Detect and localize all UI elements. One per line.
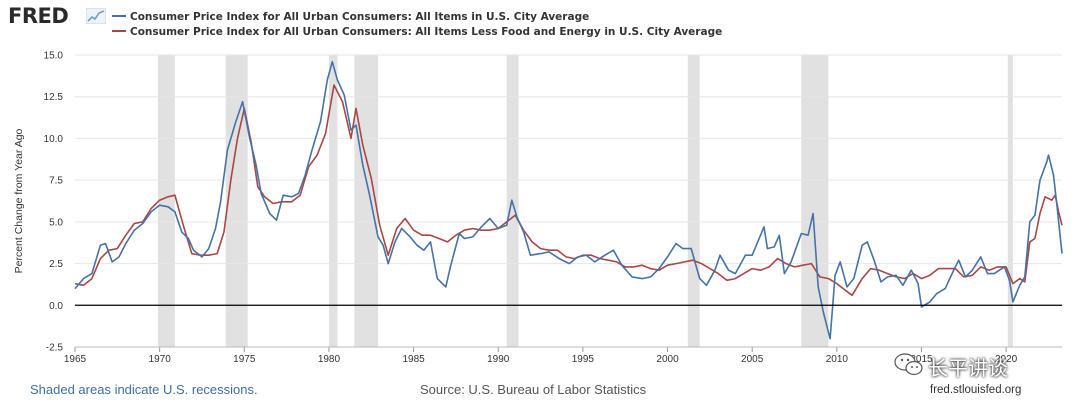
recession-band (801, 55, 829, 347)
x-tick-label: 2015 (910, 354, 933, 365)
recession-band (1007, 55, 1013, 347)
line-chart: -2.5 0.0 2.5 5.0 7.5 10.0 12.5 15.0 1965 1970 1975… (13, 51, 1063, 365)
x-tick-label: 1965 (64, 354, 87, 365)
x-tick-label: 1995 (572, 354, 595, 365)
x-tick-label: 1990 (487, 354, 510, 365)
y-axis-label: Percent Change from Year Ago (13, 128, 25, 273)
x-tick-label: 1975 (233, 354, 256, 365)
legend-label-cpi-all: Consumer Price Index for All Urban Consu… (130, 11, 590, 23)
x-tick-label: 1970 (149, 354, 172, 365)
x-tick-label: 2005 (741, 354, 764, 365)
source-note: Source: U.S. Bureau of Labor Statistics (420, 382, 647, 397)
x-tick-label: 1985 (402, 354, 425, 365)
y-tick-label: 15.0 (44, 51, 64, 62)
series-line-cpi-all (74, 60, 1063, 340)
legend-swatch-cpi-core (112, 30, 126, 32)
x-tick-label: 2010 (826, 354, 849, 365)
y-tick-label: -2.5 (46, 343, 64, 354)
x-tick-label: 2020 (995, 354, 1018, 365)
x-tick-label: 2000 (656, 354, 679, 365)
fred-url[interactable]: fred.stlouisfed.org (930, 384, 1022, 396)
y-tick-label: 12.5 (44, 92, 64, 103)
recession-band (225, 55, 248, 347)
y-tick-label: 0.0 (49, 301, 63, 312)
x-tick-label: 1980 (318, 354, 341, 365)
recession-band (687, 55, 700, 347)
recession-note: Shaded areas indicate U.S. recessions. (30, 382, 258, 397)
series-lines (74, 60, 1063, 340)
fred-logo[interactable]: FRED (8, 4, 69, 28)
y-tick-label: 2.5 (49, 259, 63, 270)
axes: -2.5 0.0 2.5 5.0 7.5 10.0 12.5 15.0 1965 1970 1975… (44, 51, 1062, 365)
chart-line-icon (86, 8, 106, 24)
recession-band (328, 55, 338, 347)
legend-item-cpi-core[interactable]: Consumer Price Index for All Urban Consu… (112, 26, 722, 38)
legend-label-cpi-core: Consumer Price Index for All Urban Consu… (130, 26, 723, 38)
recession-band (354, 55, 379, 347)
grid-lines (75, 54, 1062, 348)
y-tick-label: 5.0 (49, 217, 63, 228)
watermark-text: 长平讲谈 (928, 356, 1008, 380)
y-tick-label: 10.0 (44, 134, 64, 145)
wechat-icon (894, 353, 923, 376)
recession-band (157, 55, 175, 347)
legend-swatch-cpi-all (112, 15, 126, 17)
legend-item-cpi-all[interactable]: Consumer Price Index for All Urban Consu… (112, 11, 589, 23)
chart-header: FRED Consumer Price Index for All Urban … (0, 0, 1080, 50)
y-tick-label: 7.5 (49, 176, 63, 187)
